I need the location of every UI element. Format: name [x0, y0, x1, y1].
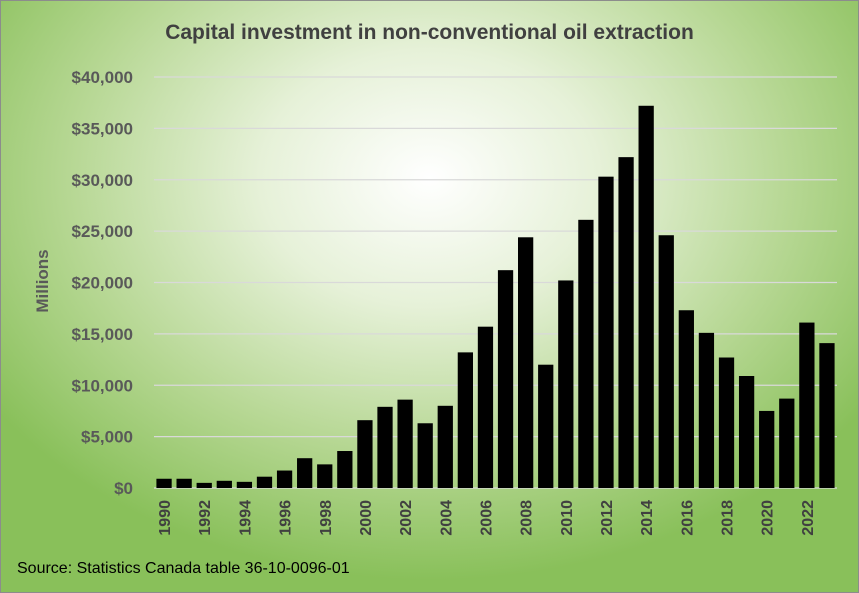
bar-2014 — [638, 105, 654, 489]
bar-2012 — [598, 176, 614, 489]
y-tick-label: $0 — [114, 479, 133, 498]
bar-2011 — [578, 219, 594, 488]
x-tick-label: 2018 — [720, 500, 737, 536]
bar-2005 — [457, 352, 474, 488]
bar-2008 — [517, 237, 534, 488]
x-tick-label: 2008 — [519, 500, 536, 536]
source-note: Source: Statistics Canada table 36-10-00… — [17, 560, 350, 577]
bar-2017 — [698, 332, 715, 488]
chart-title: Capital investment in non-conventional o… — [165, 21, 694, 44]
y-tick-label: $30,000 — [72, 171, 133, 190]
bar-1994 — [236, 481, 253, 488]
x-tick-label: 2006 — [478, 500, 495, 536]
bar-1995 — [256, 476, 273, 488]
x-tick-label: 2010 — [559, 500, 576, 536]
y-tick-label: $20,000 — [72, 274, 133, 293]
bar-2016 — [678, 310, 694, 488]
bar-2000 — [357, 420, 373, 488]
y-tick-label: $35,000 — [72, 119, 133, 138]
y-tick-label: $15,000 — [72, 325, 133, 344]
x-tick-label: 1992 — [197, 500, 214, 536]
bar-2023 — [819, 343, 835, 488]
bar-2003 — [417, 423, 433, 488]
y-tick-label: $5,000 — [81, 428, 133, 447]
x-tick-label: 2016 — [679, 500, 696, 536]
bar-1996 — [276, 470, 293, 488]
bar-2009 — [538, 364, 554, 488]
y-tick-label: $25,000 — [72, 222, 133, 241]
bar-2010 — [558, 280, 574, 488]
y-axis-label: Millions — [33, 249, 52, 312]
bars — [156, 105, 835, 489]
bar-2013 — [618, 157, 634, 488]
bar-2002 — [397, 399, 413, 488]
bar-2007 — [497, 270, 514, 488]
bar-2001 — [377, 406, 393, 488]
x-tick-label: 1990 — [157, 500, 174, 536]
bar-2015 — [658, 235, 674, 488]
x-tick-label: 2004 — [438, 500, 455, 536]
x-tick-label: 2020 — [760, 500, 777, 536]
y-tick-label: $40,000 — [72, 68, 133, 87]
y-axis-ticks: $0 $5,000 $10,000 $15,000 $20,000 $25,000 $30,… — [72, 68, 133, 498]
x-tick-label: 2022 — [800, 500, 817, 536]
bar-2018 — [718, 357, 735, 488]
bar-1991 — [176, 478, 192, 488]
x-tick-label: 2014 — [639, 500, 656, 536]
x-tick-label: 2000 — [358, 500, 375, 536]
x-axis-ticks: 1990 1992 1994 1996 1998 2000 2002 2004 2006 2008… — [157, 500, 817, 536]
bar-2019 — [738, 376, 755, 488]
gridlines — [154, 76, 837, 489]
x-tick-label: 1998 — [318, 500, 335, 536]
bar-1997 — [297, 458, 313, 488]
bar-2006 — [477, 326, 494, 488]
bar-2020 — [759, 410, 775, 488]
bar-2021 — [779, 398, 795, 488]
bar-1999 — [337, 451, 353, 488]
bar-2004 — [437, 405, 453, 488]
bar-2022 — [799, 322, 815, 488]
x-tick-label: 1996 — [278, 500, 295, 536]
x-tick-label: 2002 — [398, 500, 415, 536]
bar-1993 — [216, 480, 232, 488]
y-tick-label: $10,000 — [72, 376, 133, 395]
x-tick-label: 1994 — [237, 500, 254, 536]
x-tick-label: 2012 — [599, 500, 616, 536]
bar-1992 — [196, 482, 212, 488]
bar-1998 — [317, 464, 333, 488]
bar-1990 — [156, 478, 172, 488]
